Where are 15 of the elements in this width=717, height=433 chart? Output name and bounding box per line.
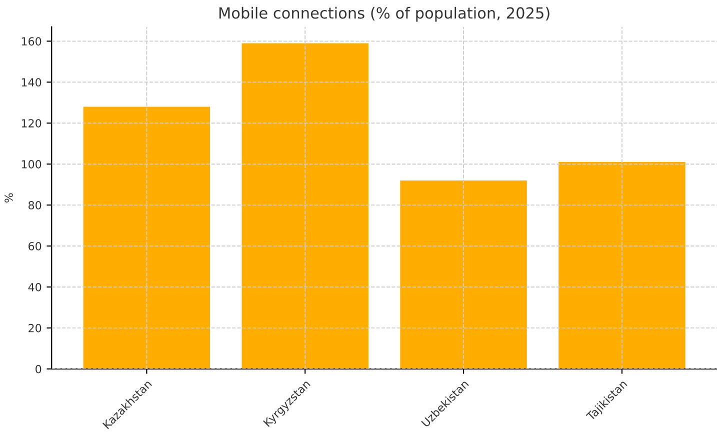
bar [242, 43, 368, 369]
chart-title: Mobile connections (% of population, 2025) [219, 6, 550, 22]
y-tick-label: 20 [28, 324, 42, 332]
y-axis-title: % [4, 193, 13, 203]
bar [400, 180, 527, 369]
y-tick-label: 0 [36, 364, 42, 374]
y-tick-label: 140 [22, 78, 42, 87]
y-tick-label: 120 [22, 119, 42, 128]
bar [558, 162, 686, 369]
y-tick-label: 160 [22, 37, 42, 46]
y-tick-label: 80 [28, 201, 42, 210]
bar [83, 106, 210, 369]
y-tick-label: 100 [22, 160, 42, 168]
y-tick-label: 60 [28, 242, 42, 250]
y-tick-label: 40 [28, 282, 42, 292]
